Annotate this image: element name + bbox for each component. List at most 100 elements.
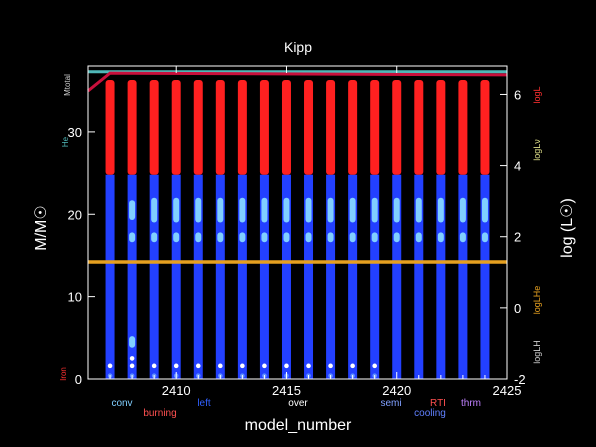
semiconv-2418-0	[349, 197, 356, 223]
semiconv-2421-1	[415, 232, 422, 243]
semiconv-2414-0	[261, 197, 268, 223]
core-dot-2411	[195, 363, 201, 369]
burning-column-2416	[304, 80, 314, 175]
conv-column-2412	[215, 174, 225, 379]
core-dot-2418	[350, 363, 355, 369]
semiconv-2410-1	[173, 232, 180, 243]
conv-column-2423	[458, 174, 468, 379]
semiconv-2415-0	[283, 197, 290, 223]
conv-column-2410	[171, 174, 181, 379]
semiconv-2408-0	[129, 200, 136, 221]
semiconv-2412-1	[217, 232, 224, 243]
burning-column-2413	[237, 80, 247, 175]
conv-column-2419	[370, 174, 380, 379]
core-dot-2409	[151, 363, 157, 369]
burning-column-2409	[149, 80, 159, 175]
right-label-logL: logL	[532, 86, 542, 103]
burning-column-2412	[215, 80, 225, 175]
chart-marks	[87, 70, 508, 379]
legend-semi: semi	[380, 398, 401, 409]
y2-tick-label-6: 6	[514, 87, 521, 102]
semiconv-2423-0	[459, 197, 466, 223]
core-dot-2414	[262, 363, 267, 369]
burning-column-2424	[480, 80, 490, 175]
series-logL	[87, 71, 508, 93]
conv-column-2409	[149, 174, 159, 379]
semiconv-2421-0	[415, 197, 422, 223]
semiconv-2416-1	[305, 232, 312, 243]
semiconv-2417-0	[327, 197, 334, 223]
semiconv-2418-1	[349, 232, 356, 243]
y-tick-label-0: 0	[75, 372, 82, 387]
semiconv-2415-1	[283, 232, 290, 243]
core-dot-2413	[240, 363, 245, 369]
deep-semiconv-2408	[129, 336, 136, 348]
core-dot-2408	[129, 363, 135, 369]
semiconv-2417-1	[327, 232, 334, 243]
y2-tick-label-4: 4	[514, 159, 521, 174]
right-label-logLnu: logLν	[532, 139, 542, 161]
burning-column-2417	[326, 80, 336, 175]
semiconv-2414-1	[261, 232, 268, 243]
semiconv-2410-0	[173, 197, 180, 223]
legend-burning: burning	[143, 408, 176, 419]
chart-axes: 2410 2415 2420 2425 0 10 20 30 -2 0 2 4 6	[68, 65, 526, 398]
legend-conv: conv	[111, 398, 132, 409]
core-dot-2419	[372, 363, 377, 369]
x-tick-label-2420: 2420	[382, 383, 411, 398]
semiconv-2408-1	[129, 232, 136, 243]
x-tick-label-2410: 2410	[162, 383, 191, 398]
right-label-logLHe: logLHe	[532, 286, 542, 315]
semiconv-2411-0	[195, 197, 202, 223]
semiconv-2420-0	[393, 197, 400, 223]
conv-column-2411	[193, 174, 203, 379]
y-axis-label-left: M/M☉	[33, 205, 50, 250]
burning-column-2423	[458, 80, 468, 175]
burning-column-2414	[259, 80, 269, 175]
burning-column-2422	[436, 80, 446, 175]
burning-column-2408	[127, 80, 137, 175]
conv-column-2416	[304, 174, 314, 379]
semiconv-2424-0	[481, 197, 488, 223]
conv-column-2415	[281, 174, 291, 379]
conv-column-2414	[259, 174, 269, 379]
semiconv-2416-0	[305, 197, 312, 223]
semiconv-2409-0	[151, 197, 158, 223]
core-dot-2410	[173, 363, 179, 369]
right-label-logLH: logLH	[532, 340, 542, 364]
x-axis-label: model_number	[245, 417, 352, 434]
legend-left: left	[197, 398, 211, 409]
core-dot-2416	[306, 363, 311, 369]
core-dot-2407	[107, 363, 113, 369]
chart-title: Kipp	[284, 39, 312, 55]
semiconv-2419-1	[371, 232, 378, 243]
conv-column-2420	[392, 174, 402, 379]
burning-column-2410	[171, 80, 181, 175]
semiconv-2411-1	[195, 232, 202, 243]
left-label-mtotal: Mtotal	[63, 74, 72, 96]
burning-column-2418	[348, 80, 358, 175]
conv-column-2408	[127, 174, 137, 379]
y-tick-label-10: 10	[68, 290, 82, 305]
y-tick-label-20: 20	[68, 207, 82, 222]
deep-dot-2408	[129, 356, 135, 361]
plot-frame	[87, 65, 508, 380]
left-label-iron: Iron	[59, 367, 68, 381]
semiconv-2422-0	[437, 197, 444, 223]
semiconv-2409-1	[151, 232, 158, 243]
conv-column-2407	[105, 174, 115, 379]
semiconv-2419-0	[371, 197, 378, 223]
semiconv-2413-1	[239, 232, 246, 243]
conv-column-2418	[348, 174, 358, 379]
semiconv-2424-1	[481, 232, 488, 243]
semiconv-2412-0	[217, 197, 224, 223]
core-dot-2412	[218, 363, 223, 369]
semiconv-2420-1	[393, 232, 400, 243]
burning-column-2411	[193, 80, 203, 175]
burning-column-2407	[105, 80, 115, 175]
conv-column-2422	[436, 174, 446, 379]
x-tick-label-2415: 2415	[272, 383, 301, 398]
conv-column-2413	[237, 174, 247, 379]
